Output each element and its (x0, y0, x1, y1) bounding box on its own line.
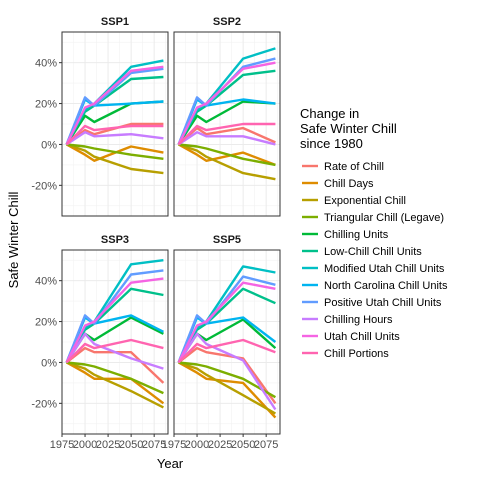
y-tick-label: 0% (41, 139, 57, 151)
legend-item-rate-of-chill: Rate of Chill (302, 161, 384, 173)
legend-item-chilling-hours: Chilling Hours (302, 314, 393, 326)
legend-label-north-carolina-chill-units: North Carolina Chill Units (324, 280, 448, 292)
y-tick-label: -20% (31, 180, 57, 192)
panel-border (173, 249, 281, 435)
legend-label-utah-chill-units: Utah Chill Units (324, 331, 400, 343)
series-line-triangular-chill-legave (66, 143, 164, 160)
legend-title-line-1: Change in (300, 106, 359, 121)
legend-item-triangular-chill-legave: Triangular Chill (Legave) (302, 212, 444, 224)
panel-title-ssp2: SSP2 (213, 16, 241, 28)
x-tick-label: 2075 (254, 439, 278, 451)
series-line-chill-portions (65, 124, 164, 146)
series-line-positive-utah-chill-units (65, 269, 164, 363)
series-line-exponential-chill (66, 143, 164, 175)
x-tick-label: 2050 (231, 439, 255, 451)
series-line-chill-days (178, 143, 276, 167)
series-line-triangular-chill-legave (178, 143, 276, 167)
y-tick-label: 40% (35, 58, 57, 70)
x-axis-title: Year (157, 456, 184, 471)
legend-item-north-carolina-chill-units: North Carolina Chill Units (302, 280, 448, 292)
panel-ssp1: SSP1 -20% 0% 20% 40% (31, 16, 169, 217)
series-line-exponential-chill (178, 361, 276, 415)
legend-label-modified-utah-chill-units: Modified Utah Chill Units (324, 263, 445, 275)
legend-item-chill-days: Chill Days (302, 178, 374, 190)
panel-title-ssp5: SSP5 (213, 234, 241, 246)
y-axis-title: Safe Winter Chill (6, 191, 21, 288)
legend-items: Rate of Chill Chill Days Exponential Chill… (302, 161, 448, 360)
x-tick-label: 1975 (50, 439, 74, 451)
legend: Change in Safe Winter Chill since 1980 R… (300, 106, 448, 360)
series-line-chill-days (66, 143, 164, 163)
series-line-utah-chill-units (177, 281, 276, 363)
series-line-utah-chill-units (65, 277, 164, 363)
series-line-chilling-hours (177, 130, 276, 146)
series-line-exponential-chill (178, 143, 276, 181)
facet-panels: SSP1 -20% 0% 20% 40% SSP2 SSP3 -20% 0% 20% 40% 1975… (31, 16, 281, 451)
series-line-triangular-chill-legave (178, 361, 276, 399)
x-tick-label: 2000 (73, 439, 97, 451)
legend-title-line-2: Safe Winter Chill (300, 121, 397, 136)
panel-border (61, 249, 169, 435)
y-tick-label: 20% (35, 99, 57, 111)
panel-title-ssp3: SSP3 (101, 234, 129, 246)
series-line-chilling-units (177, 100, 276, 146)
series-line-chill-portions (65, 338, 164, 364)
x-tick-label: 2000 (185, 439, 209, 451)
series-line-positive-utah-chill-units (177, 57, 276, 145)
legend-item-utah-chill-units: Utah Chill Units (302, 331, 400, 343)
x-tick-label: 2025 (96, 439, 120, 451)
panel-border (61, 31, 169, 217)
x-tick-label: 2050 (119, 439, 143, 451)
legend-item-chilling-units: Chilling Units (302, 229, 389, 241)
series-line-chilling-hours (65, 130, 164, 146)
legend-item-exponential-chill: Exponential Chill (302, 195, 406, 207)
series-line-chill-portions (177, 338, 276, 364)
series-line-utah-chill-units (65, 65, 164, 145)
series-line-utah-chill-units (177, 61, 276, 145)
y-tick-label: 0% (41, 357, 57, 369)
series-line-positive-utah-chill-units (177, 275, 276, 363)
series-line-chill-portions (177, 122, 276, 146)
x-tick-label: 2075 (142, 439, 166, 451)
legend-item-positive-utah-chill-units: Positive Utah Chill Units (302, 297, 442, 309)
panel-ssp2: SSP2 (173, 16, 281, 217)
legend-item-modified-utah-chill-units: Modified Utah Chill Units (302, 263, 445, 275)
legend-title-line-3: since 1980 (300, 136, 363, 151)
legend-label-chill-days: Chill Days (324, 178, 374, 190)
series-line-chilling-hours (177, 332, 277, 411)
series-line-positive-utah-chill-units (65, 67, 164, 145)
y-tick-label: 40% (35, 276, 57, 288)
series-line-rate-of-chill (177, 346, 277, 405)
y-tick-label: -20% (31, 398, 57, 410)
panel-title-ssp1: SSP1 (101, 16, 129, 28)
panel-border (173, 31, 281, 217)
x-tick-label: 1975 (162, 439, 186, 451)
legend-label-low-chill-chill-units: Low-Chill Chill Units (324, 246, 422, 258)
legend-label-exponential-chill: Exponential Chill (324, 195, 406, 207)
series-line-triangular-chill-legave (66, 361, 164, 395)
x-tick-label: 2025 (208, 439, 232, 451)
series-line-chilling-hours (65, 332, 164, 370)
series-line-exponential-chill (66, 361, 164, 409)
legend-label-triangular-chill-legave: Triangular Chill (Legave) (324, 212, 444, 224)
legend-item-low-chill-chill-units: Low-Chill Chill Units (302, 246, 422, 258)
legend-label-chilling-units: Chilling Units (324, 229, 389, 241)
legend-item-chill-portions: Chill Portions (302, 348, 389, 360)
legend-label-chill-portions: Chill Portions (324, 348, 389, 360)
y-tick-label: 20% (35, 317, 57, 329)
series-line-chill-days (178, 361, 277, 419)
legend-label-chilling-hours: Chilling Hours (324, 314, 393, 326)
series-line-chill-days (66, 361, 165, 405)
legend-label-positive-utah-chill-units: Positive Utah Chill Units (324, 297, 442, 309)
legend-label-rate-of-chill: Rate of Chill (324, 161, 384, 173)
